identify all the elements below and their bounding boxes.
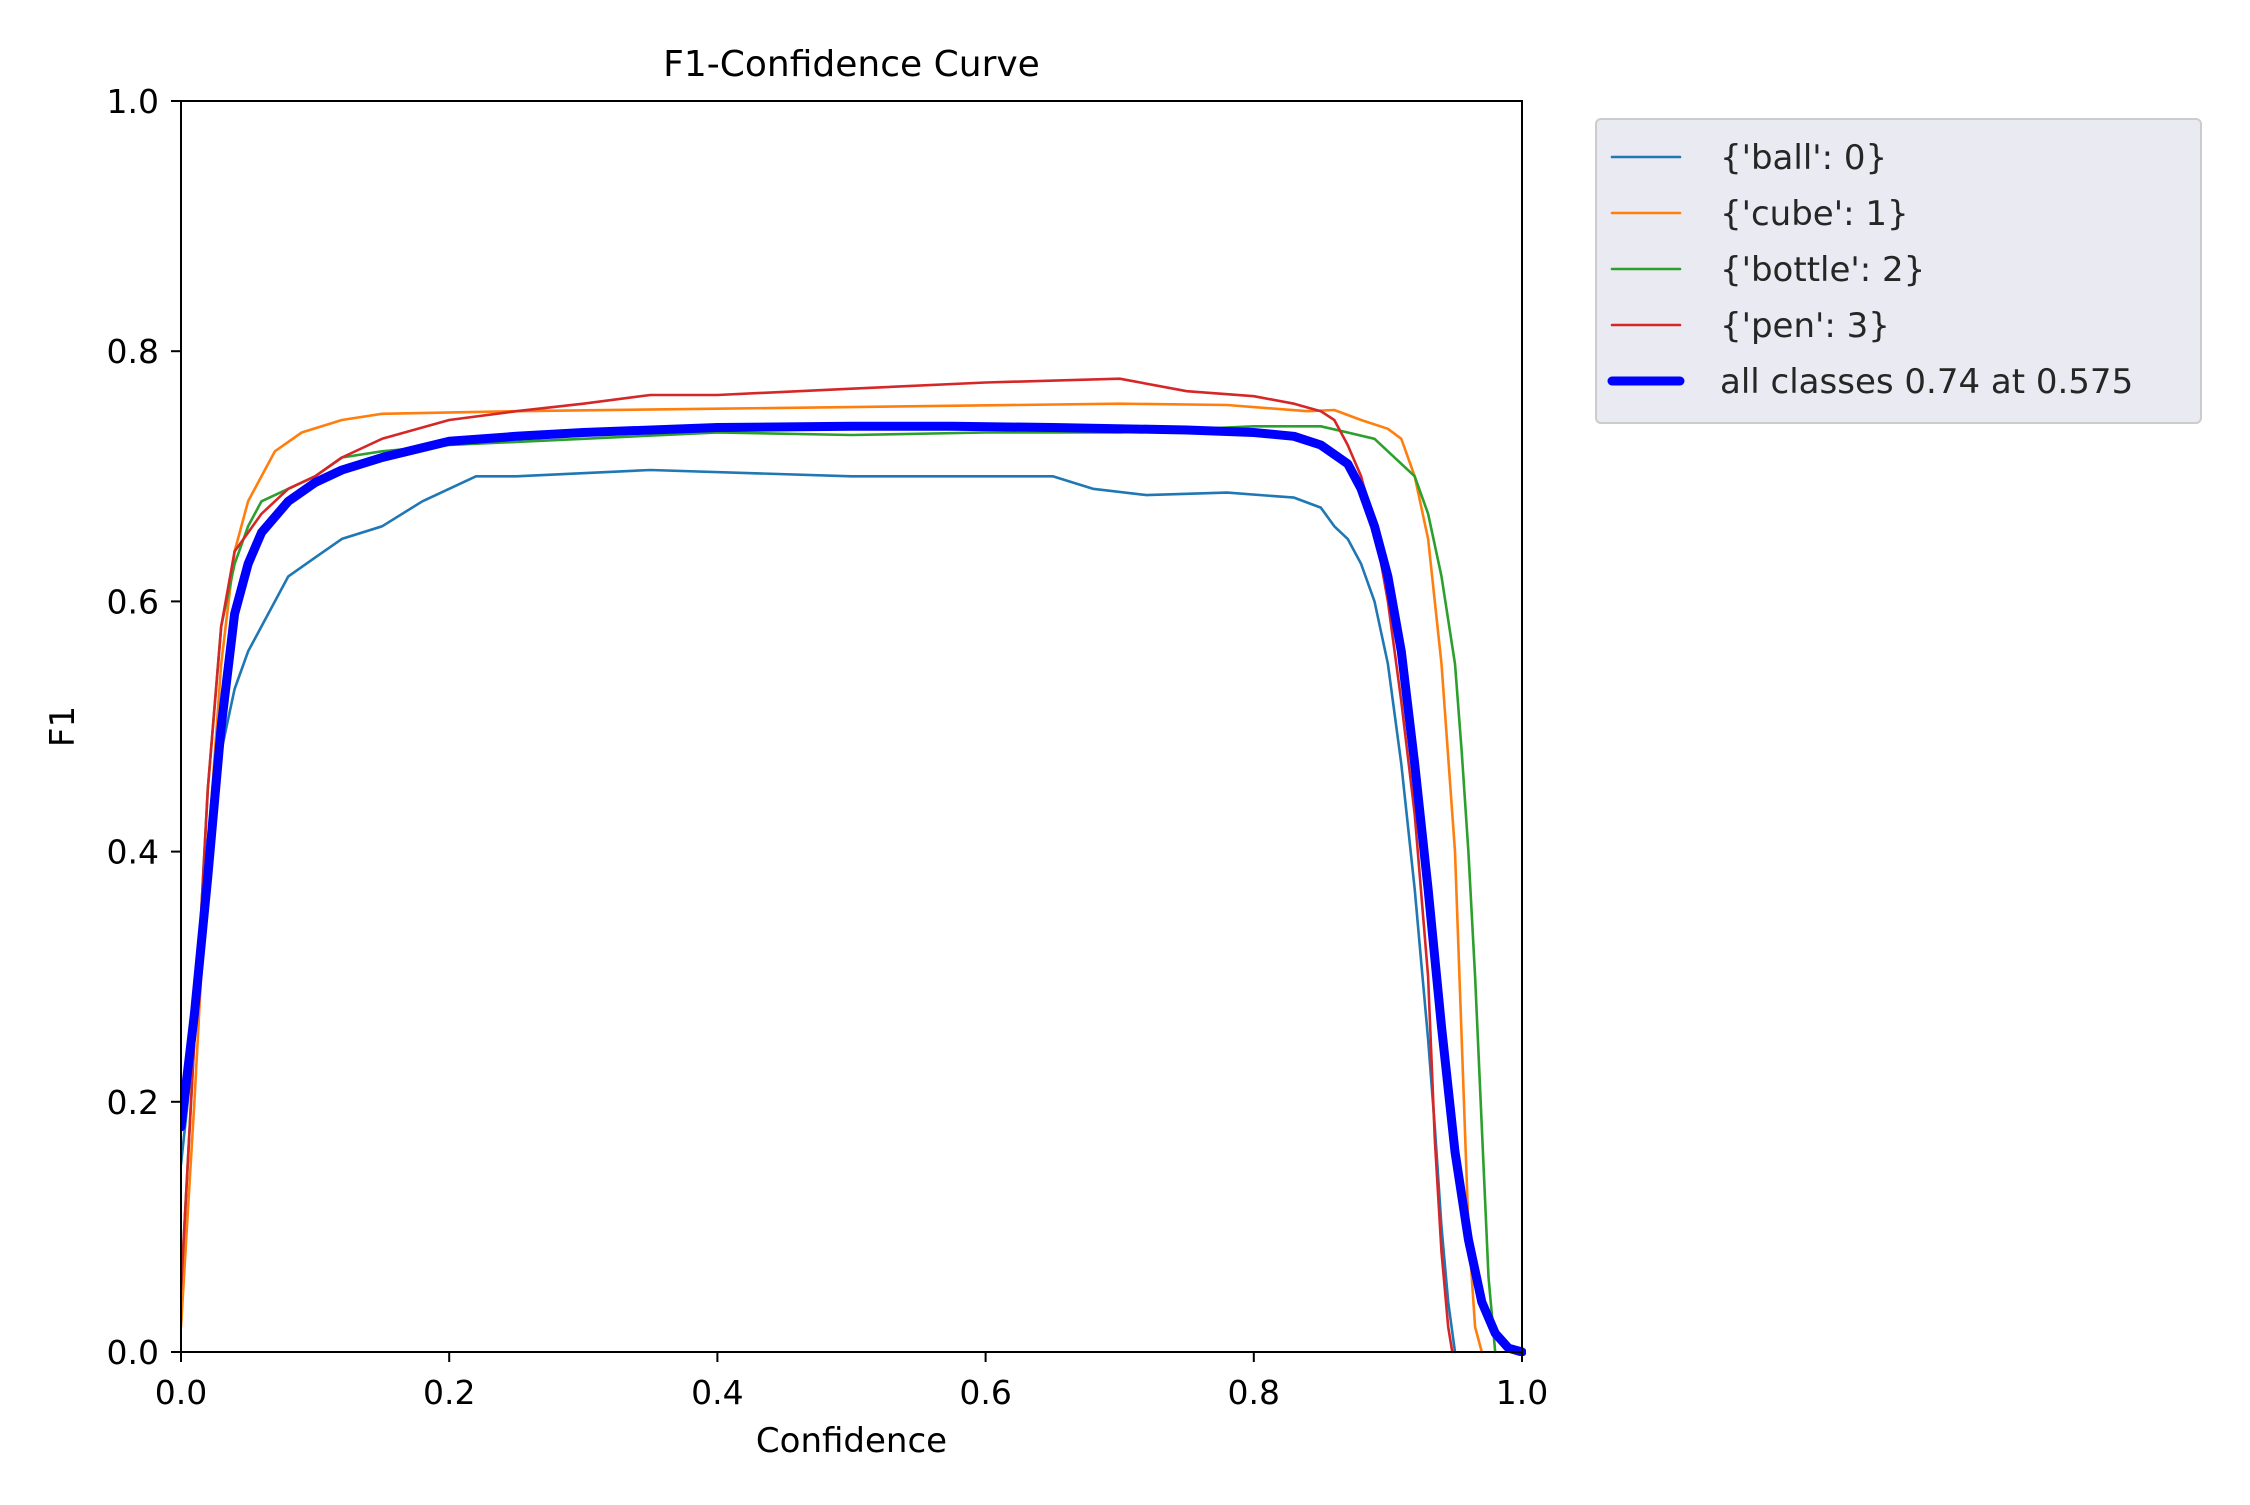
- series-line-0: [181, 468, 1457, 1354]
- y-tick-label: 0.0: [107, 1333, 159, 1372]
- y-tick-label: 1.0: [107, 82, 159, 121]
- y-tick-label: 0.4: [107, 833, 159, 872]
- y-tick-label: 0.6: [107, 582, 159, 621]
- chart-title: F1-Confidence Curve: [663, 44, 1040, 85]
- legend-label: {'bottle': 2}: [1720, 250, 1925, 290]
- plot-area: [181, 377, 1526, 1356]
- x-tick-label: 0.4: [691, 1373, 743, 1412]
- x-tick-label: 1.0: [1496, 1373, 1548, 1412]
- legend: {'ball': 0} {'cube': 1} {'bottle': 2} {'pen…: [1595, 118, 2202, 424]
- x-tick-label: 0.2: [423, 1373, 475, 1412]
- x-tick-label: 0.0: [155, 1373, 207, 1412]
- series-line-all-classes: [181, 421, 1526, 1356]
- legend-label: {'ball': 0}: [1720, 138, 1887, 178]
- y-tick-label: 0.2: [107, 1083, 159, 1122]
- series-line-1: [181, 402, 1484, 1354]
- axes: 0.0 0.2 0.4 0.6 0.8 1.0 0.0 0.2 0.4 0.6 0.8 1.0: [107, 82, 1549, 1412]
- legend-label: {'cube': 1}: [1720, 194, 1909, 234]
- legend-label: all classes 0.74 at 0.575: [1720, 362, 2133, 402]
- y-axis-label: F1: [43, 706, 83, 747]
- legend-label: {'pen': 3}: [1720, 306, 1890, 346]
- x-axis-label: Confidence: [756, 1421, 947, 1461]
- x-tick-label: 0.8: [1228, 1373, 1280, 1412]
- legend-box: [1595, 118, 2202, 424]
- series-line-2: [181, 425, 1497, 1354]
- series-line-3: [181, 377, 1454, 1354]
- y-tick-label: 0.8: [107, 332, 159, 371]
- x-tick-label: 0.6: [959, 1373, 1011, 1412]
- plot-frame: [180, 100, 1523, 1353]
